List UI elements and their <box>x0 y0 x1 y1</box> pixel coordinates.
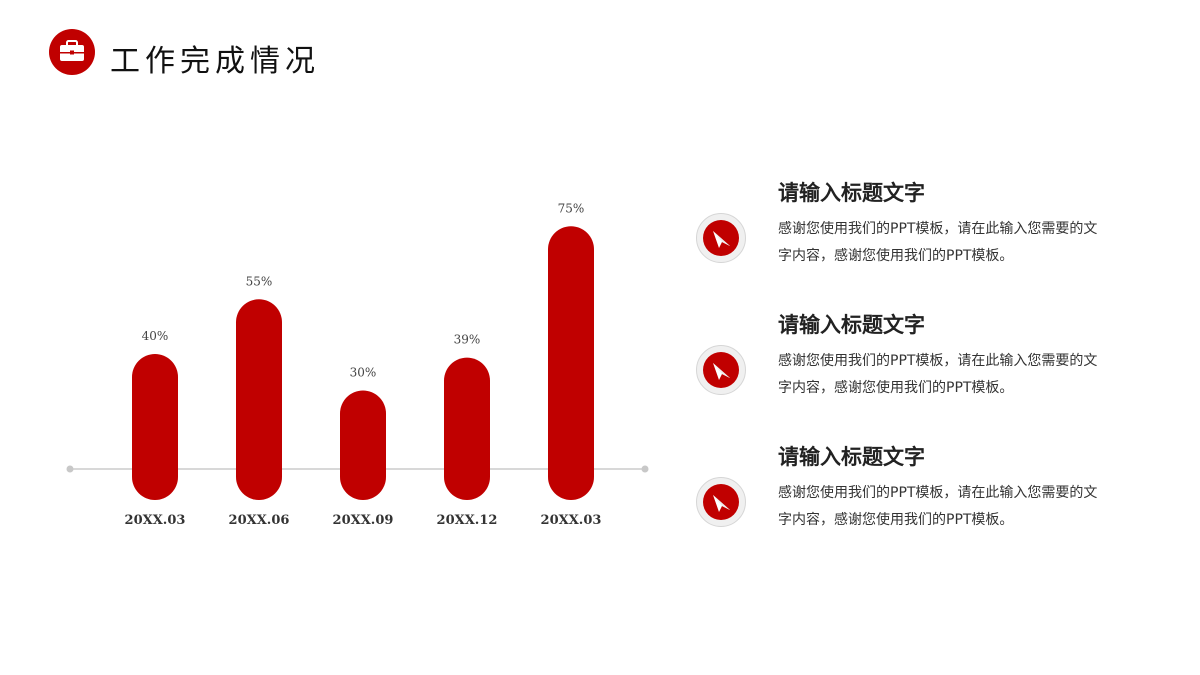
data-label: 40% <box>142 329 169 343</box>
data-label: 39% <box>454 333 481 347</box>
data-label: 30% <box>350 366 377 380</box>
page-title: 工作完成情况 <box>110 44 320 79</box>
paper-plane-icon <box>703 220 739 256</box>
item-title: 请输入标题文字 <box>778 313 925 337</box>
item-description: 感谢您使用我们的PPT模板，请在此输入您需要的文字内容，感谢您使用我们的PPT模… <box>778 221 1098 264</box>
briefcase-icon <box>49 29 95 75</box>
bar <box>340 390 386 500</box>
data-label: 55% <box>246 274 273 288</box>
category-label: 20XX.09 <box>333 513 394 528</box>
axis-end-dot <box>641 465 649 473</box>
item-description: 感谢您使用我们的PPT模板，请在此输入您需要的文字内容，感谢您使用我们的PPT模… <box>778 353 1098 396</box>
bar <box>132 354 178 500</box>
item-title: 请输入标题文字 <box>778 445 925 469</box>
category-label: 20XX.03 <box>541 513 602 528</box>
data-label: 75% <box>558 201 585 215</box>
bar <box>444 357 490 500</box>
item-title: 请输入标题文字 <box>778 181 925 205</box>
category-label: 20XX.12 <box>437 513 498 528</box>
axis-start-dot <box>66 465 74 473</box>
icon-badge <box>696 345 746 395</box>
bar <box>548 226 594 500</box>
paper-plane-icon <box>703 484 739 520</box>
icon-badge <box>696 213 746 263</box>
category-label: 20XX.06 <box>229 513 290 528</box>
paper-plane-icon <box>703 352 739 388</box>
icon-badge <box>696 477 746 527</box>
bar-chart: 40% 20XX.03 55% 20XX.06 30% 20XX.09 39% 20XX.12… <box>66 201 649 528</box>
item-description: 感谢您使用我们的PPT模板，请在此输入您需要的文字内容，感谢您使用我们的PPT模… <box>778 485 1098 528</box>
category-label: 20XX.03 <box>125 513 186 528</box>
bar <box>236 299 282 500</box>
